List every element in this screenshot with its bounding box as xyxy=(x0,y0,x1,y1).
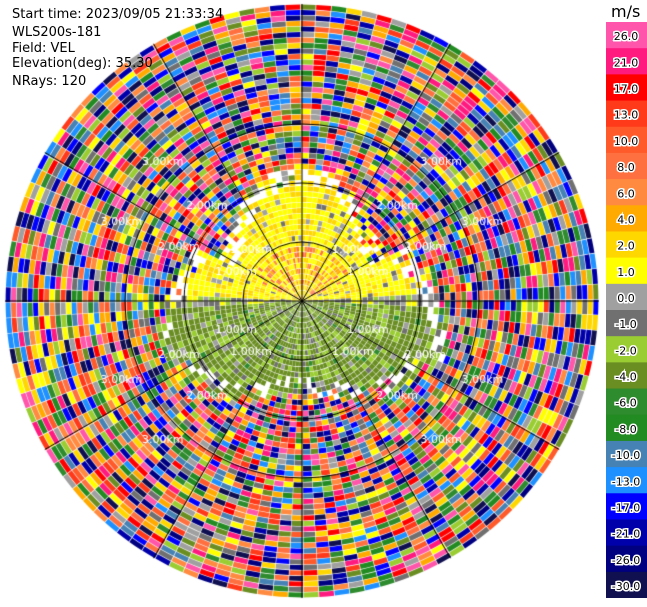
colorbar-tick-label: 1.0 xyxy=(617,266,635,279)
colorbar-segment xyxy=(606,48,647,75)
colorbar-segment xyxy=(606,440,647,468)
colorbar-tick-label: -26.0 xyxy=(612,554,640,567)
colorbar-segment xyxy=(606,414,647,442)
colorbar-tick-label: 8.0 xyxy=(617,161,635,174)
colorbar-segment xyxy=(606,257,647,285)
colorbar-segment xyxy=(606,545,647,573)
colorbar-tick-label: 17.0 xyxy=(614,83,639,96)
colorbar-tick-label: 21.0 xyxy=(614,56,639,69)
colorbar-segment xyxy=(606,179,647,206)
colorbar-segment xyxy=(606,126,647,154)
colorbar-tick-label: 10.0 xyxy=(614,135,639,148)
colorbar-segment xyxy=(606,152,647,180)
colorbar-tick-label: -4.0 xyxy=(615,371,636,384)
velocity-colorbar: 26.0 21.0 17.0 13.0 10.0 8.0 6.0 4.0 2.0 1.0 0.0 -1… xyxy=(606,22,647,598)
colorbar-segment xyxy=(606,519,647,547)
colorbar-tick-label: -30.0 xyxy=(612,580,640,593)
colorbar-tick-label: -17.0 xyxy=(612,501,640,514)
colorbar-tick-label: -8.0 xyxy=(615,423,636,436)
colorbar-tick-label: -10.0 xyxy=(612,449,640,462)
colorbar-segment xyxy=(606,100,647,128)
colorbar-segment xyxy=(606,388,647,416)
colorbar-tick-label: -2.0 xyxy=(615,344,636,357)
colorbar-segment xyxy=(606,362,647,390)
instrument-label: WLS200s-181 xyxy=(12,25,102,40)
start-time-label: Start time: 2023/09/05 21:33:34 xyxy=(12,7,224,22)
colorbar-tick-label: -13.0 xyxy=(612,475,640,488)
colorbar-unit: m/s xyxy=(611,2,641,21)
colorbar-tick-label: 13.0 xyxy=(614,109,639,122)
colorbar-tick-label: -21.0 xyxy=(612,528,640,541)
colorbar-segment xyxy=(606,283,647,311)
colorbar-tick-label: -1.0 xyxy=(615,318,636,331)
colorbar-segment xyxy=(606,310,647,337)
colorbar-segment xyxy=(606,336,647,363)
colorbar-segment xyxy=(606,467,647,494)
colorbar-tick-label: 4.0 xyxy=(617,213,635,226)
nrays-label: NRays: 120 xyxy=(12,74,87,89)
colorbar-segment xyxy=(606,493,647,520)
elevation-label: Elevation(deg): 35.30 xyxy=(12,56,153,71)
colorbar-tick-label: 6.0 xyxy=(617,187,635,200)
field-label: Field: VEL xyxy=(12,41,75,56)
colorbar-tick-label: -6.0 xyxy=(615,397,636,410)
colorbar-tick-label: 26.0 xyxy=(614,30,639,43)
colorbar-segment xyxy=(606,231,647,259)
colorbar-segment xyxy=(606,205,647,232)
colorbar-tick-label: 0.0 xyxy=(617,292,635,305)
colorbar-segment xyxy=(606,22,647,49)
colorbar-segment xyxy=(606,571,647,598)
colorbar-segment xyxy=(606,74,647,102)
colorbar-tick-label: 2.0 xyxy=(617,240,635,253)
